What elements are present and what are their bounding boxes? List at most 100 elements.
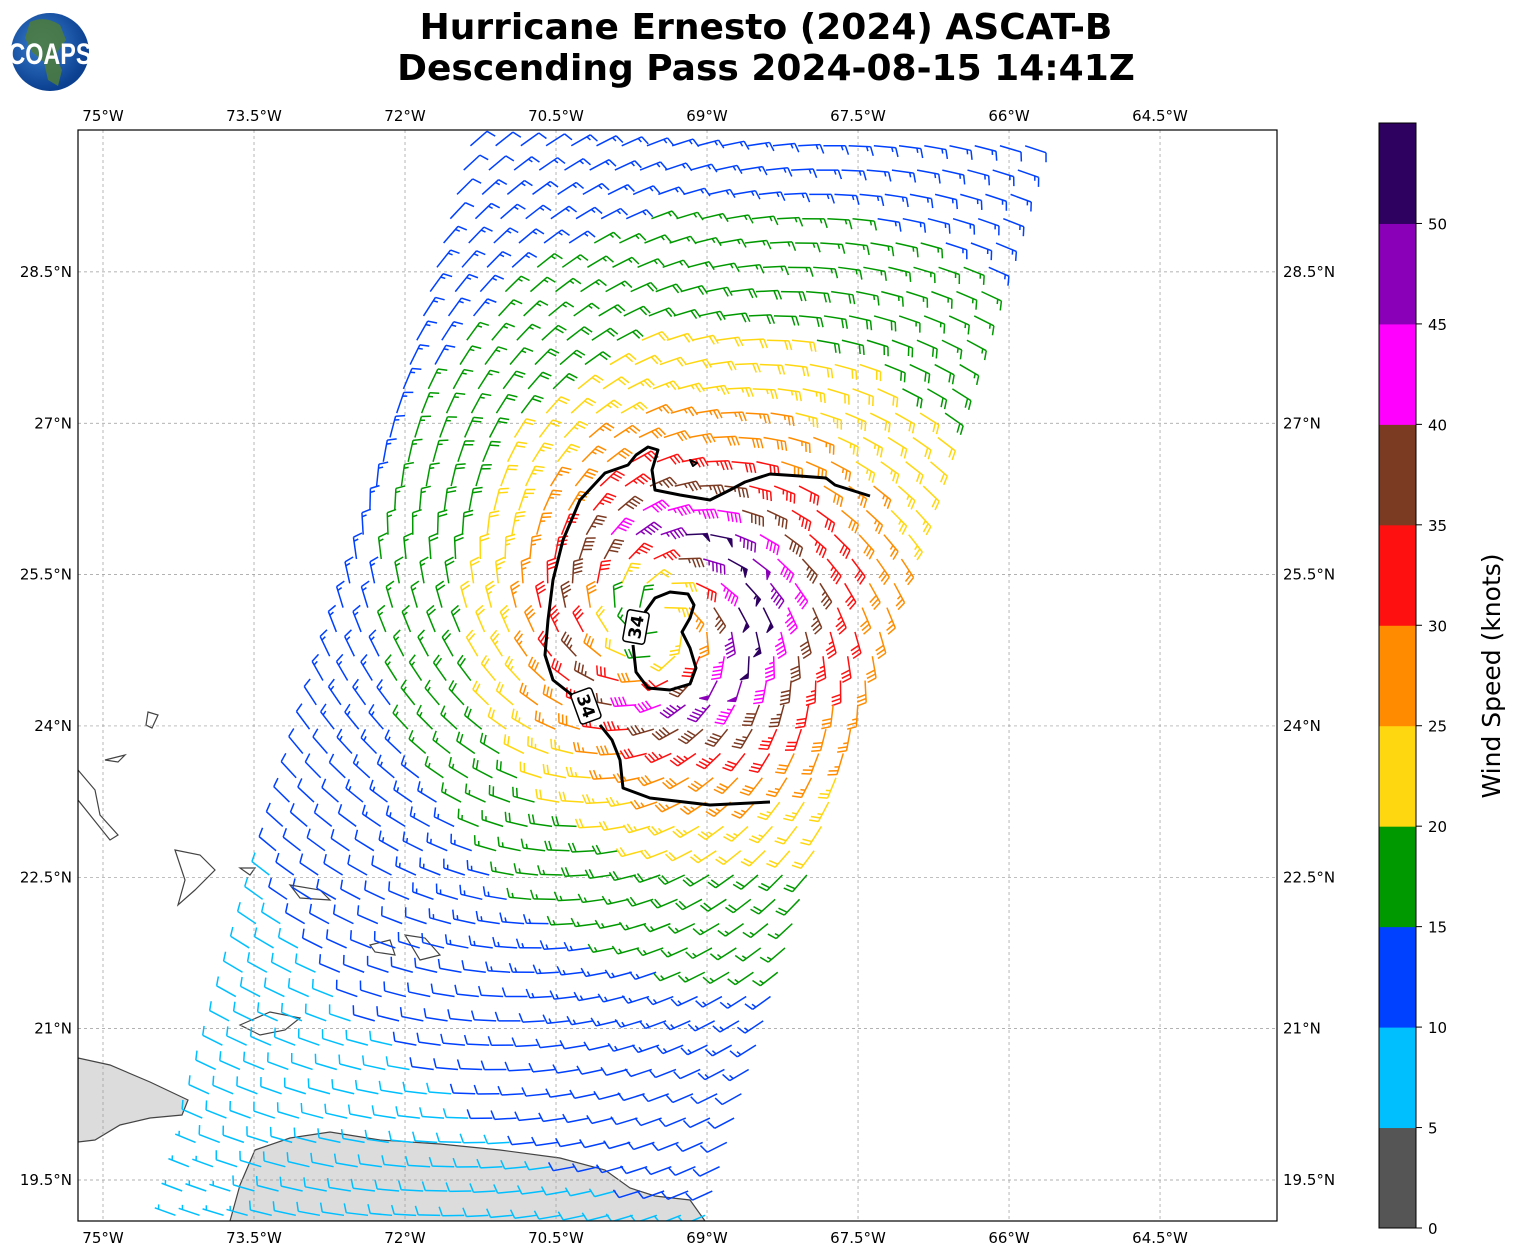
wind-barb bbox=[740, 850, 766, 867]
wind-barb bbox=[432, 654, 447, 681]
wind-barb bbox=[276, 1102, 300, 1119]
wind-barb bbox=[745, 582, 762, 607]
wind-barb bbox=[740, 165, 768, 176]
wind-barb bbox=[859, 607, 872, 635]
wind-barb bbox=[873, 485, 892, 510]
wind-barb bbox=[501, 987, 528, 998]
wind-barb bbox=[698, 310, 726, 321]
wind-barb bbox=[523, 300, 549, 317]
wind-barb bbox=[273, 777, 290, 803]
wind-barb bbox=[456, 1059, 483, 1071]
wind-barb bbox=[669, 631, 683, 657]
wind-barb bbox=[726, 680, 743, 703]
wind-barb bbox=[656, 1044, 684, 1055]
wind-barb bbox=[525, 204, 552, 220]
wind-barb bbox=[788, 266, 814, 277]
wind-barb bbox=[485, 961, 511, 973]
wind-barb bbox=[682, 1117, 711, 1129]
wind-barb bbox=[673, 1068, 701, 1080]
wind-barb bbox=[716, 336, 744, 347]
wind-barb bbox=[607, 183, 635, 196]
wind-barb bbox=[791, 168, 818, 179]
wind-barb bbox=[443, 225, 468, 244]
wind-barb bbox=[488, 784, 511, 803]
wind-barb bbox=[519, 682, 539, 706]
wind-barb bbox=[476, 1158, 503, 1169]
wind-barb bbox=[253, 927, 274, 949]
wind-barb bbox=[456, 731, 476, 755]
wind-barb bbox=[641, 330, 669, 341]
wind-barb bbox=[444, 556, 455, 584]
wind-barb bbox=[927, 388, 948, 410]
wind-barb bbox=[335, 580, 345, 608]
logo-text: COAPS bbox=[8, 37, 91, 70]
wind-barb bbox=[586, 1114, 614, 1125]
colorbar-bin bbox=[1379, 1127, 1416, 1229]
wind-barb bbox=[674, 480, 702, 492]
wind-barb bbox=[687, 1020, 715, 1032]
wind-barb bbox=[239, 976, 261, 998]
wind-barb bbox=[769, 582, 785, 610]
wind-barb bbox=[392, 704, 409, 730]
wind-barb bbox=[248, 1200, 272, 1217]
wind-barb bbox=[359, 980, 382, 998]
wind-barb bbox=[802, 388, 826, 404]
wind-barb bbox=[973, 315, 995, 336]
wind-barb bbox=[573, 991, 601, 1002]
wind-barb bbox=[563, 420, 589, 438]
wind-barb bbox=[816, 339, 841, 354]
wind-barb bbox=[503, 734, 525, 755]
contour-label-inner: 34 bbox=[622, 609, 650, 645]
wind-barb bbox=[395, 856, 417, 876]
wind-barb bbox=[733, 190, 761, 200]
wind-barb bbox=[909, 193, 934, 209]
wind-barb bbox=[408, 654, 423, 681]
wind-barb bbox=[755, 289, 783, 300]
wind-barb bbox=[409, 344, 430, 365]
wind-barb bbox=[944, 412, 964, 436]
wind-barb bbox=[308, 903, 330, 925]
wind-barb bbox=[527, 371, 552, 390]
wind-barb bbox=[627, 378, 655, 390]
wind-barb bbox=[690, 1093, 718, 1105]
wind-barb bbox=[715, 164, 743, 174]
wind-barb bbox=[717, 923, 744, 937]
wind-barb bbox=[545, 1088, 573, 1098]
wind-barb bbox=[535, 580, 547, 608]
wind-barb bbox=[802, 217, 828, 229]
wind-barb bbox=[934, 193, 959, 210]
wind-barb bbox=[623, 648, 651, 659]
wind-barb bbox=[376, 754, 395, 779]
wind-barb bbox=[981, 290, 1003, 311]
wind-barb bbox=[587, 255, 614, 268]
wind-barb bbox=[531, 1136, 558, 1147]
wind-barb bbox=[966, 339, 988, 361]
wind-barb bbox=[706, 459, 733, 471]
wind-barb bbox=[717, 509, 742, 524]
wind-barb bbox=[416, 704, 434, 730]
wind-barb bbox=[690, 163, 718, 173]
wind-barb bbox=[545, 396, 570, 414]
wind-barb bbox=[297, 1028, 320, 1046]
wind-barb bbox=[444, 934, 469, 949]
wind-barb bbox=[583, 633, 602, 657]
wind-barb bbox=[500, 1159, 527, 1170]
wind-barb bbox=[777, 388, 802, 402]
wind-barb bbox=[675, 898, 703, 911]
wind-barb bbox=[891, 169, 917, 183]
wind-barb bbox=[624, 1068, 652, 1078]
wind-barb bbox=[913, 266, 936, 284]
colorbar-bin bbox=[1379, 926, 1416, 1028]
wind-barb bbox=[701, 212, 729, 223]
wind-barb bbox=[551, 658, 570, 682]
wind-barb bbox=[487, 707, 507, 730]
wind-barb bbox=[651, 727, 679, 741]
wind-barb bbox=[388, 881, 410, 901]
wind-barb bbox=[759, 534, 780, 556]
title-line-2: Descending Pass 2024-08-15 14:41Z bbox=[397, 48, 1135, 89]
wind-barb bbox=[174, 1130, 196, 1144]
wind-barb bbox=[704, 728, 729, 748]
wind-barb bbox=[520, 132, 547, 147]
wind-barb bbox=[560, 580, 572, 608]
wind-barb bbox=[827, 217, 853, 230]
